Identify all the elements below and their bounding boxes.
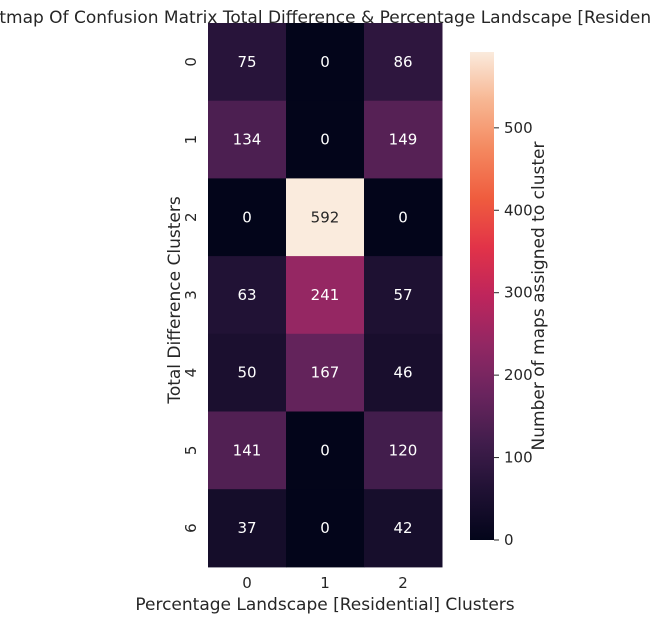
- heatmap-cell: [286, 23, 365, 102]
- heatmap-cell: [208, 411, 287, 490]
- cell-value-label: 50: [237, 364, 256, 382]
- cell-value-label: 0: [320, 131, 330, 149]
- cell-value-label: 42: [393, 519, 412, 537]
- cell-value-label: 46: [393, 364, 412, 382]
- heatmap-cell: [286, 333, 365, 412]
- cell-value-label: 37: [237, 519, 256, 537]
- cell-value-label: 75: [237, 53, 256, 71]
- heatmap-cell: [364, 333, 443, 412]
- heatmap-cell: [286, 411, 365, 490]
- y-axis-ticks: 0 1 2 3 4 5 6: [182, 57, 200, 533]
- cell-value-label: 149: [389, 131, 418, 149]
- cell-value-label: 167: [311, 364, 340, 382]
- heatmap-cell: [364, 411, 443, 490]
- heatmap-cell: [208, 100, 287, 179]
- heatmap-cell: [208, 333, 287, 412]
- heatmap-cell: [286, 100, 365, 179]
- y-tick-label: 2: [182, 212, 200, 222]
- colorbar-tick-label: 400: [504, 201, 533, 219]
- colorbar-ticks: 0 100 200 300 400 500: [494, 119, 533, 549]
- heatmap-cell: [208, 23, 287, 102]
- y-tick-label: 0: [182, 57, 200, 67]
- y-tick-label: 6: [182, 523, 200, 533]
- x-tick-label: 2: [398, 574, 408, 592]
- cell-value-label: 141: [233, 441, 262, 459]
- cell-value-label: 63: [237, 286, 256, 304]
- cell-value-label: 0: [242, 208, 252, 226]
- cell-value-label: 86: [393, 53, 412, 71]
- colorbar-tick-label: 100: [504, 449, 533, 467]
- colorbar: [470, 52, 494, 540]
- x-tick-label: 0: [242, 574, 252, 592]
- cell-value-label: 134: [233, 131, 262, 149]
- y-tick-label: 4: [182, 368, 200, 378]
- cell-value-label: 592: [311, 208, 340, 226]
- y-tick-label: 5: [182, 446, 200, 456]
- heatmap-cell: [364, 178, 443, 257]
- heatmap-cell: [364, 256, 443, 335]
- y-tick-label: 1: [182, 135, 200, 145]
- y-tick-label: 3: [182, 290, 200, 300]
- cell-value-label: 0: [320, 441, 330, 459]
- colorbar-tick-label: 500: [504, 119, 533, 137]
- x-axis-ticks: 0 1 2: [242, 574, 408, 592]
- heatmap-cell: [208, 489, 287, 568]
- heatmap-cell: [286, 489, 365, 568]
- x-axis-label: Percentage Landscape [Residential] Clust…: [135, 595, 514, 615]
- colorbar-tick-label: 0: [504, 531, 514, 549]
- cell-value-label: 0: [320, 519, 330, 537]
- colorbar-label: Number of maps assigned to cluster: [529, 142, 549, 451]
- heatmap-cell: [208, 178, 287, 257]
- heatmap-cell: [208, 256, 287, 335]
- y-axis-label: Total Difference Clusters: [165, 196, 185, 404]
- chart-title: Heatmap Of Confusion Matrix Total Differ…: [0, 8, 650, 28]
- heatmap-cells: 75 0 86 134 0 149 0 592 0 63 241 57 50 167 46 141 0 120 37…: [208, 23, 443, 568]
- heatmap-cell: [364, 23, 443, 102]
- heatmap-cell: [364, 100, 443, 179]
- cell-value-label: 120: [389, 441, 418, 459]
- heatmap-cell: [364, 489, 443, 568]
- cell-value-label: 0: [398, 208, 408, 226]
- heatmap-cell: [286, 256, 365, 335]
- cell-value-label: 57: [393, 286, 412, 304]
- cell-value-label: 0: [320, 53, 330, 71]
- colorbar-tick-label: 300: [504, 284, 533, 302]
- x-tick-label: 1: [320, 574, 330, 592]
- heatmap-cell: [286, 178, 365, 257]
- cell-value-label: 241: [311, 286, 340, 304]
- colorbar-tick-label: 200: [504, 366, 533, 384]
